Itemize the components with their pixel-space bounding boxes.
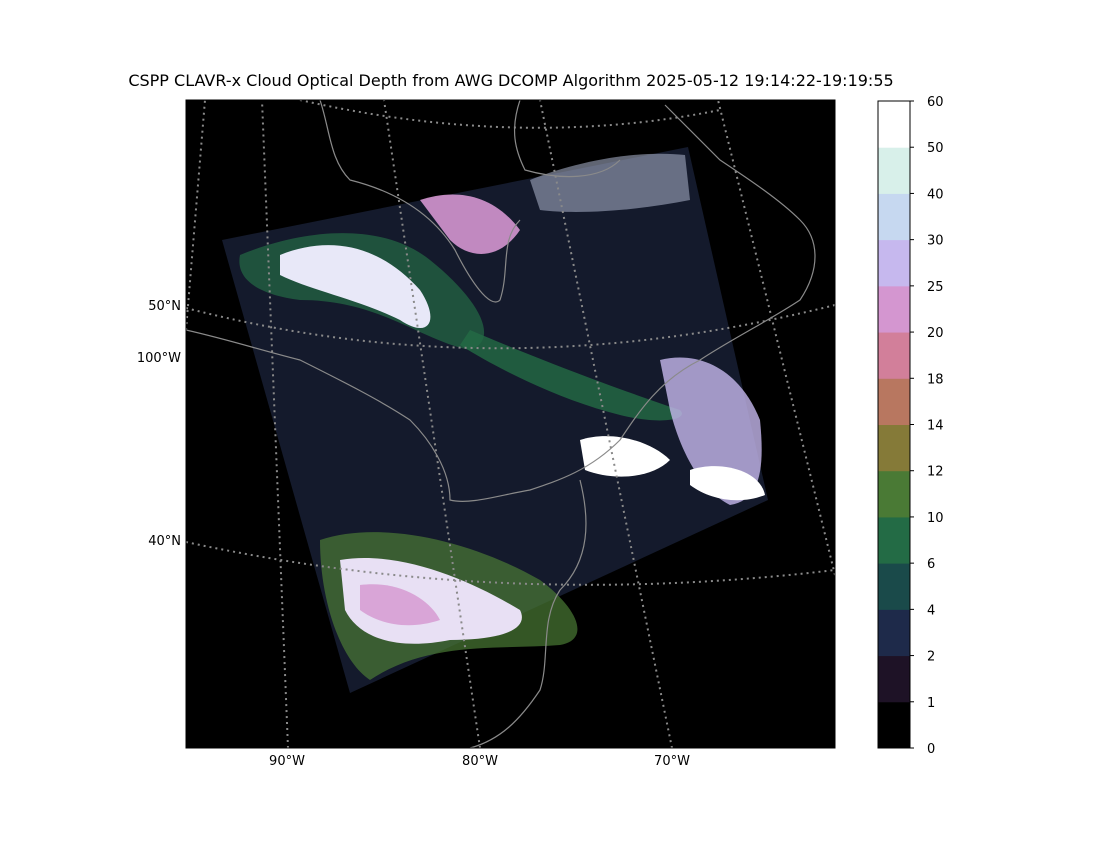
- colorbar-bin: [878, 332, 910, 379]
- colorbar-tick-label: 4: [927, 603, 935, 618]
- colorbar-bin: [878, 193, 910, 241]
- lon-label: 100°W: [137, 351, 181, 366]
- colorbar-bin: [878, 701, 910, 749]
- colorbar-tick-label: 0: [927, 742, 935, 757]
- lon-label: 90°W: [269, 754, 305, 769]
- map: 50°N 100°W 40°N 90°W 80°W 70°W: [137, 99, 836, 769]
- colorbar-tick-label: 10: [927, 511, 944, 526]
- colorbar-bin: [878, 563, 910, 610]
- colorbar-tick-label: 40: [927, 187, 944, 202]
- colorbar-bin: [878, 285, 910, 333]
- graticule: [186, 100, 835, 748]
- colorbar-tick-label: 20: [927, 326, 944, 341]
- lon-label: 70°W: [654, 754, 690, 769]
- colorbar-tick-label: 14: [927, 419, 944, 434]
- colorbar-bin: [878, 239, 910, 287]
- colorbar-tick-label: 6: [927, 557, 935, 572]
- lon-label: 80°W: [462, 754, 498, 769]
- map-title: CSPP CLAVR-x Cloud Optical Depth from AW…: [128, 71, 893, 90]
- colorbar-bin: [878, 655, 910, 703]
- clouds: [239, 153, 765, 680]
- colorbar-bin: [878, 101, 910, 148]
- colorbar-bin: [878, 378, 910, 425]
- colorbar-tick-label: 12: [927, 465, 944, 480]
- colorbar-tick-label: 30: [927, 234, 944, 249]
- colorbar-tick-label: 60: [927, 95, 944, 110]
- colorbar-bin: [878, 609, 910, 657]
- colorbar-bin: [878, 424, 910, 472]
- lat-label: 40°N: [148, 534, 181, 549]
- colorbar-tick-label: 25: [927, 280, 944, 295]
- lat-label: 50°N: [148, 299, 181, 314]
- colorbar-bin: [878, 470, 910, 518]
- map-frame: [185, 99, 836, 749]
- colorbar-bin: [878, 516, 910, 564]
- colorbar-tick-label: 2: [927, 650, 935, 665]
- colorbar-bin: [878, 147, 910, 194]
- colorbar-tick-label: 18: [927, 372, 944, 387]
- colorbar-tick-label: 50: [927, 141, 944, 156]
- colorbar-tick-label: 1: [927, 696, 935, 711]
